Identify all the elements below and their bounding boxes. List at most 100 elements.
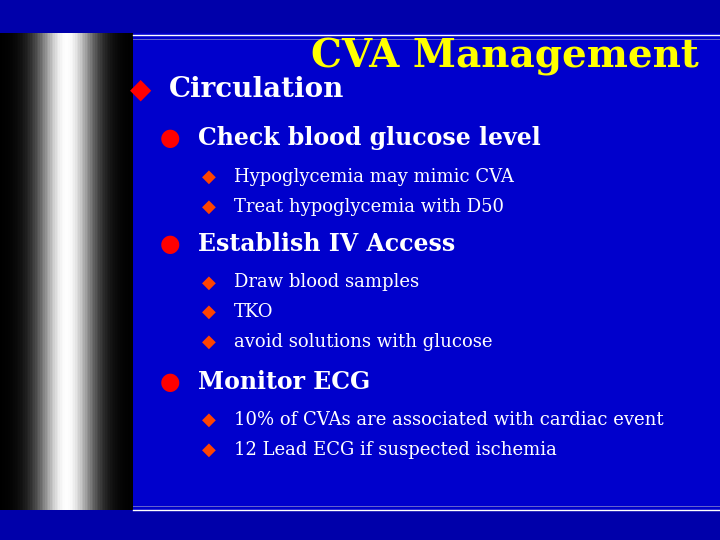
Bar [71, 33, 73, 510]
Bar [58, 33, 60, 510]
Text: ●: ● [159, 370, 180, 394]
Bar [94, 33, 95, 510]
Bar [48, 33, 50, 510]
Bar [132, 33, 133, 510]
Bar [32, 33, 33, 510]
Bar [118, 33, 120, 510]
Bar [45, 33, 47, 510]
Bar [117, 33, 118, 510]
Bar [98, 33, 100, 510]
Bar [5, 33, 6, 510]
Text: Draw blood samples: Draw blood samples [234, 273, 419, 292]
Bar [73, 33, 75, 510]
Text: ◆: ◆ [130, 75, 151, 103]
Bar [65, 33, 66, 510]
Bar [15, 33, 17, 510]
Bar [42, 33, 43, 510]
Bar [63, 33, 65, 510]
Bar [81, 33, 84, 510]
Bar [125, 33, 127, 510]
Bar [78, 33, 80, 510]
Text: ◆: ◆ [202, 168, 216, 186]
Bar [1, 33, 4, 510]
Bar [23, 33, 25, 510]
Text: ◆: ◆ [202, 303, 216, 321]
Bar [110, 33, 112, 510]
Bar [4, 33, 5, 510]
Bar [55, 33, 57, 510]
Bar [12, 33, 14, 510]
Bar [40, 33, 42, 510]
Bar [35, 33, 37, 510]
Bar [107, 33, 108, 510]
Text: avoid solutions with glucose: avoid solutions with glucose [234, 333, 492, 351]
Bar [130, 33, 132, 510]
Bar [108, 33, 110, 510]
Bar [115, 33, 117, 510]
Bar [10, 33, 12, 510]
Text: ●: ● [159, 126, 180, 150]
Bar [47, 33, 48, 510]
Text: Hypoglycemia may mimic CVA: Hypoglycemia may mimic CVA [234, 168, 514, 186]
Bar [25, 33, 27, 510]
Text: Circulation: Circulation [169, 76, 345, 103]
Bar [57, 33, 58, 510]
Bar [18, 33, 20, 510]
Text: 10% of CVAs are associated with cardiac event: 10% of CVAs are associated with cardiac … [234, 411, 664, 429]
Bar [28, 33, 30, 510]
Bar [37, 33, 38, 510]
Bar [0, 0, 133, 33]
Text: ◆: ◆ [202, 333, 216, 351]
Bar [105, 33, 107, 510]
Bar [33, 33, 35, 510]
Text: ●: ● [159, 232, 180, 256]
Bar [103, 33, 105, 510]
Bar [75, 33, 76, 510]
Text: Establish IV Access: Establish IV Access [198, 232, 455, 256]
Text: Check blood glucose level: Check blood glucose level [198, 126, 541, 150]
Bar [0, 0, 133, 540]
Bar [66, 33, 68, 510]
Bar [70, 33, 71, 510]
Text: ◆: ◆ [202, 411, 216, 429]
Bar [85, 33, 86, 510]
Text: TKO: TKO [234, 303, 274, 321]
Bar [80, 33, 81, 510]
Text: ◆: ◆ [202, 273, 216, 292]
Bar [0, 0, 720, 33]
Bar [100, 33, 102, 510]
Bar [112, 33, 113, 510]
Bar [95, 33, 96, 510]
Bar [120, 33, 122, 510]
Bar [30, 33, 32, 510]
Bar [27, 33, 28, 510]
Bar [91, 33, 93, 510]
Bar [127, 33, 128, 510]
Bar [62, 33, 63, 510]
Bar [89, 33, 90, 510]
Bar [0, 510, 133, 540]
Bar [17, 33, 18, 510]
Bar [86, 33, 89, 510]
Bar [122, 33, 123, 510]
Bar [76, 33, 78, 510]
Bar [52, 33, 53, 510]
Bar [68, 33, 70, 510]
Text: ◆: ◆ [202, 441, 216, 459]
Text: CVA Management: CVA Management [310, 38, 698, 76]
Bar [128, 33, 130, 510]
Text: 12 Lead ECG if suspected ischemia: 12 Lead ECG if suspected ischemia [234, 441, 557, 459]
Bar [102, 33, 103, 510]
Bar [96, 33, 98, 510]
Bar [123, 33, 125, 510]
Text: Treat hypoglycemia with D50: Treat hypoglycemia with D50 [234, 198, 504, 216]
Text: Monitor ECG: Monitor ECG [198, 370, 370, 394]
Bar [43, 33, 45, 510]
Bar [38, 33, 40, 510]
Text: ◆: ◆ [202, 198, 216, 216]
Bar [113, 33, 115, 510]
Bar [9, 33, 10, 510]
Bar [20, 33, 22, 510]
Bar [22, 33, 23, 510]
Bar [13, 33, 15, 510]
